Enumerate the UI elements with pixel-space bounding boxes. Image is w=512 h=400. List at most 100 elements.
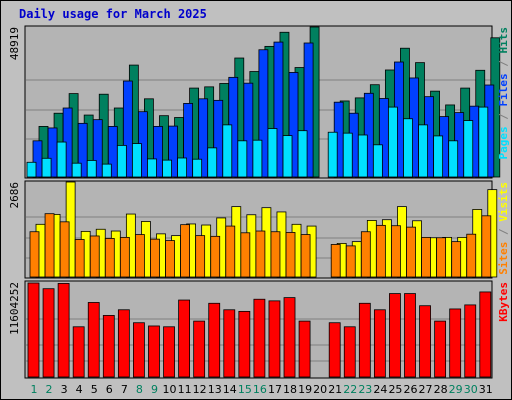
- sites-bar: [104, 238, 115, 278]
- x-tick-label: 17: [268, 383, 282, 396]
- sites-bar: [436, 237, 447, 278]
- pages-bar: [132, 143, 142, 178]
- pages-bar: [147, 158, 157, 178]
- pages-bar: [222, 124, 233, 178]
- sites-bar: [180, 224, 191, 278]
- x-tick-label: 13: [208, 383, 222, 396]
- files-bar: [198, 98, 209, 178]
- kbytes-bar: [283, 297, 296, 378]
- sites-bar: [300, 234, 311, 278]
- panel-visits-sites: [24, 180, 498, 279]
- kbytes-bar: [223, 309, 236, 378]
- legend-part: Hits: [497, 27, 510, 54]
- files-bar: [77, 122, 88, 178]
- legend-part: KBytes: [497, 282, 510, 322]
- sites-bar: [210, 235, 221, 278]
- x-tick-label: 19: [298, 383, 312, 396]
- x-tick-label: 11: [178, 383, 192, 396]
- pages-bar: [26, 161, 37, 178]
- pages-bar: [207, 147, 218, 178]
- kbytes-bar: [72, 326, 85, 378]
- sites-bar: [240, 232, 251, 278]
- x-tick-label: 1: [31, 383, 38, 396]
- sites-bar: [391, 225, 401, 278]
- pages-bar: [403, 118, 413, 178]
- pages-bar: [116, 145, 127, 178]
- legend-part: /: [497, 222, 510, 242]
- sites-bar: [29, 231, 40, 278]
- x-tick-label: 27: [419, 383, 433, 396]
- sites-bar: [59, 221, 70, 278]
- pages-bar: [177, 157, 188, 178]
- sites-bar: [165, 240, 175, 278]
- series-legend-bottom: KBytes: [497, 282, 510, 322]
- kbytes-bar: [373, 309, 386, 378]
- legend-part: /: [497, 107, 510, 127]
- sites-bar: [270, 231, 281, 278]
- sites-bar: [89, 235, 100, 278]
- sites-bar: [375, 224, 386, 278]
- files-bar: [153, 126, 163, 178]
- kbytes-bar: [87, 302, 100, 378]
- legend-part: Visits: [497, 182, 510, 222]
- pages-bar: [388, 106, 398, 178]
- sites-bar: [421, 236, 431, 278]
- x-tick-label: 24: [373, 383, 387, 396]
- x-tick-label: 29: [449, 383, 463, 396]
- pages-bar: [433, 135, 444, 178]
- pages-bar: [267, 128, 278, 178]
- sites-bar: [119, 236, 130, 278]
- sites-bar: [481, 215, 492, 278]
- x-tick-label: 7: [121, 383, 128, 396]
- kbytes-bar: [253, 298, 266, 378]
- legend-part: Sites: [497, 242, 510, 275]
- files-bar: [183, 103, 194, 178]
- x-tick-label: 18: [283, 383, 297, 396]
- kbytes-bar: [42, 288, 55, 378]
- kbytes-bar: [163, 326, 175, 378]
- x-tick-label: 10: [163, 383, 177, 396]
- panel-kbytes: [24, 280, 493, 379]
- kbytes-bar: [343, 326, 356, 378]
- sites-bar: [44, 213, 55, 278]
- pages-bar: [237, 140, 248, 178]
- x-tick-label: 21: [328, 383, 342, 396]
- sites-bar: [150, 238, 160, 278]
- x-tick-label: 12: [193, 383, 207, 396]
- pages-bar: [71, 162, 82, 178]
- x-tick-label: 20: [313, 383, 327, 396]
- sites-bar: [135, 234, 145, 278]
- pages-bar: [342, 132, 353, 178]
- kbytes-bar: [449, 308, 462, 378]
- x-tick-label: 25: [388, 383, 402, 396]
- sites-bar: [360, 231, 371, 278]
- kbytes-bar: [133, 322, 145, 378]
- kbytes-bar: [208, 302, 221, 378]
- kbytes-bar: [148, 325, 160, 378]
- kbytes-bar: [389, 293, 401, 378]
- kbytes-bar: [464, 304, 477, 378]
- x-tick-label: 5: [91, 383, 98, 396]
- kbytes-bar: [298, 320, 311, 378]
- kbytes-bar: [238, 310, 251, 378]
- pages-bar: [252, 139, 263, 178]
- sites-bar: [195, 235, 206, 278]
- files-bar: [273, 41, 284, 178]
- kbytes-bar: [117, 309, 130, 378]
- files-bar: [92, 119, 103, 178]
- pages-bar: [418, 124, 428, 178]
- files-bar: [288, 72, 299, 178]
- pages-bar: [41, 157, 52, 178]
- pages-bar: [282, 135, 293, 178]
- sites-bar: [345, 245, 356, 278]
- x-tick-label: 16: [253, 383, 267, 396]
- sites-bar: [451, 241, 462, 278]
- y-axis-max-label: 11604252: [8, 282, 21, 335]
- series-legend-top: Pages / Files / Hits: [497, 27, 510, 160]
- pages-bar: [357, 134, 368, 178]
- legend-part: Files: [497, 73, 510, 106]
- files-bar: [243, 82, 254, 178]
- pages-bar: [327, 131, 338, 178]
- x-tick-label: 30: [464, 383, 478, 396]
- x-tick-label: 31: [479, 383, 493, 396]
